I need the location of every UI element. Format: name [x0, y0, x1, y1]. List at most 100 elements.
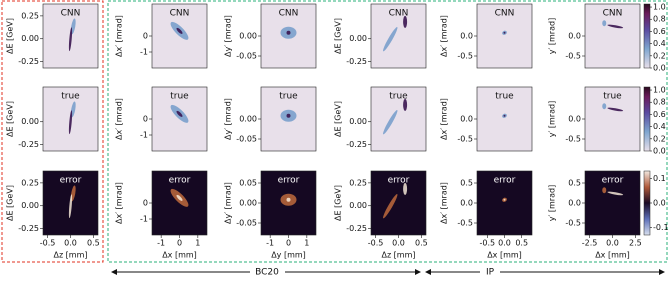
x-tick-label: 2.5	[629, 239, 642, 248]
panel-title: true	[170, 92, 189, 102]
y-axis-label: Δx′ [mrad]	[440, 98, 449, 140]
y-tick-label: -0.5	[565, 219, 581, 228]
y-tick-label: 0.00	[239, 199, 257, 208]
y-axis-label: ΔE [GeV]	[334, 101, 343, 137]
y-axis-label: y′ [mrad]	[548, 185, 557, 221]
x-tick-label: 0	[286, 239, 291, 248]
colorbar-tick-label: 1.0	[653, 3, 666, 12]
density-blob	[602, 20, 607, 27]
y-tick-label: 0.00	[21, 117, 39, 126]
x-tick-label: 0.5	[515, 239, 528, 248]
panel-title: error	[388, 176, 410, 186]
y-axis-label: Δx′ [mrad]	[440, 182, 449, 224]
plot-area	[370, 170, 427, 236]
y-axis-label: Δy′ [mrad]	[224, 182, 233, 224]
panel: CNN 0 -1 Δx′ [mrad]	[115, 3, 208, 69]
x-tick-label: -1	[157, 239, 165, 248]
y-axis-label: ΔE [GeV]	[334, 185, 343, 221]
y-axis-label: ΔE [GeV]	[6, 18, 15, 54]
x-tick-label: 0.5	[87, 239, 100, 248]
y-tick-label: -0.5	[457, 219, 473, 228]
colorbar-tick-label: 0.8	[653, 15, 666, 24]
section-label: BC20	[255, 268, 279, 278]
density-blob	[403, 182, 408, 195]
y-axis-label: y′ [mrad]	[548, 101, 557, 137]
density-blob	[68, 194, 73, 219]
panel-title: CNN	[279, 9, 299, 19]
panel: CNN 0.0 -0.5 Δx′ [mrad]	[440, 3, 533, 69]
density-blob	[607, 24, 624, 29]
x-axis-label: Δy [mm]	[271, 251, 306, 260]
y-tick-label: -0.5	[565, 52, 581, 61]
panel-title: error	[494, 176, 516, 186]
plot-area	[476, 86, 533, 152]
density-blob	[176, 110, 183, 117]
y-tick-label: 0.00	[239, 32, 257, 41]
density-blob	[176, 27, 183, 34]
y-axis-label: Δx′ [mrad]	[115, 98, 124, 140]
plot-area	[476, 170, 533, 236]
y-tick-label: -0.5	[565, 135, 581, 144]
density-blob	[286, 30, 291, 35]
x-tick-label: -0.5	[480, 239, 496, 248]
y-tick-label: -0.25	[18, 224, 39, 233]
y-tick-label: 0	[143, 115, 148, 124]
panel-title: CNN	[603, 9, 623, 19]
density-blob	[68, 27, 73, 52]
y-axis-label: y′ [mrad]	[548, 18, 557, 54]
plot-area	[584, 170, 641, 236]
panel-title: error	[60, 176, 82, 186]
plot-area	[584, 3, 641, 69]
density-blob	[176, 194, 183, 201]
y-tick-label: 0.25	[21, 11, 39, 20]
x-tick-label: 0.0	[606, 239, 619, 248]
panel: CNN 0.0 -0.5 y′ [mrad] 0.0 0.2 0.4 0.6 0.8 1.0	[548, 3, 666, 73]
y-tick-label: 0.00	[349, 117, 367, 126]
y-axis-label: ΔE [GeV]	[6, 185, 15, 221]
colorbar-tick-label: -0.1	[653, 223, 669, 232]
density-blob	[607, 107, 624, 112]
density-blob	[602, 187, 607, 194]
colorbar-tick-label: 0.0	[653, 64, 666, 73]
panel-title: CNN	[495, 9, 515, 19]
x-axis-label: Δx [mm]	[162, 251, 197, 260]
bc20-box	[1, 0, 104, 263]
y-tick-label: 0.00	[21, 34, 39, 43]
x-axis-label: Δx [mm]	[595, 251, 630, 260]
colorbar-tick-label: 0.2	[653, 134, 666, 143]
panel-title: error	[169, 176, 191, 186]
x-tick-label: 0	[177, 239, 182, 248]
plot-area	[370, 3, 427, 69]
plot-area	[370, 86, 427, 152]
y-tick-label: -1	[140, 215, 148, 224]
density-blob	[607, 191, 624, 196]
panel-title: error	[278, 176, 300, 186]
colorbar-tick-label: 0.6	[653, 27, 666, 36]
y-tick-label: 0.00	[239, 115, 257, 124]
x-tick-label: 0.0	[392, 239, 405, 248]
colorbar-tick-label: 0.2	[653, 51, 666, 60]
y-tick-label: 0.00	[349, 34, 367, 43]
x-tick-label: 0.0	[64, 239, 77, 248]
density-blob	[383, 27, 398, 52]
panel: error 0.5 0.0 -0.5 y′ [mrad] -2.5 0.0 2.5 Δx [mm…	[548, 170, 669, 260]
x-tick-label: 1	[195, 239, 200, 248]
colorbar-tick-label: 0.6	[653, 110, 666, 119]
y-tick-label: 0.05	[239, 179, 257, 188]
density-blob	[403, 15, 408, 28]
y-tick-label: -0.5	[457, 52, 473, 61]
x-axis-label: Δz [mm]	[381, 251, 415, 260]
colorbar-tick-label: 0.4	[653, 39, 666, 48]
plot-area	[584, 86, 641, 152]
panel-title: true	[279, 92, 298, 102]
colorbar-tick-label: 0.0	[653, 199, 666, 208]
